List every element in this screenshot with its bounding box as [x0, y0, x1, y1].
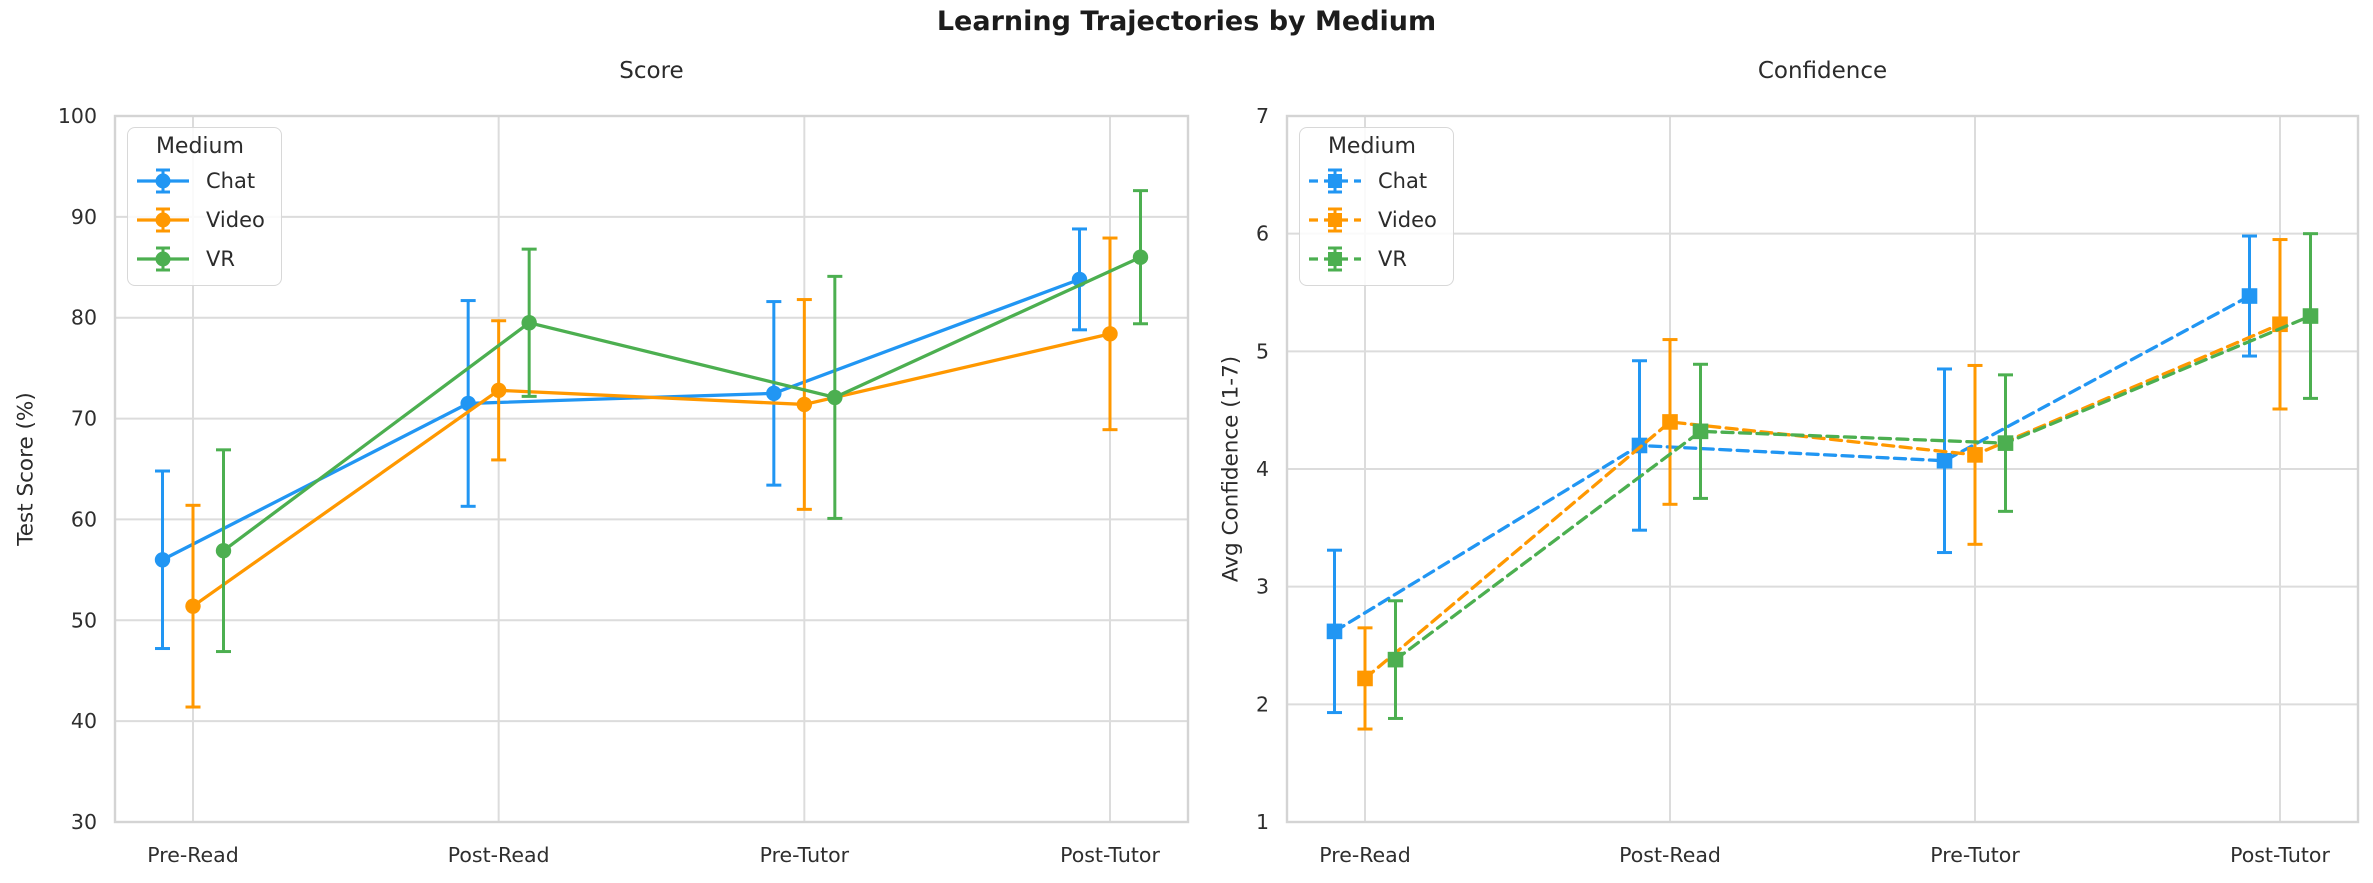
score-subplot-title: Score [619, 58, 684, 84]
xtick-label-post-read: Post-Read [448, 843, 550, 867]
ytick-label-90: 90 [71, 205, 97, 229]
series-line-vr [221, 255, 1143, 553]
xtick-label-post-tutor: Post-Tutor [2230, 843, 2330, 867]
series-line-vr [1393, 314, 2313, 662]
legend-marker-video-icon [1309, 207, 1361, 232]
xtick-label-pre-tutor: Pre-Tutor [1930, 843, 2020, 867]
legend-label-vr: VR [206, 246, 235, 271]
marker-video-post-read [490, 382, 507, 399]
marker-video-pre-read [185, 598, 201, 614]
legend-item-video: Video [135, 200, 265, 239]
xtick-label-post-read: Post-Read [1619, 843, 1721, 867]
ytick-label-50: 50 [71, 608, 97, 632]
marker-chat-pre-read [1326, 623, 1343, 640]
legend-label-video: Video [206, 207, 265, 232]
legend-label-vr: VR [1378, 246, 1407, 271]
legend-marker-chat-icon [1309, 168, 1361, 193]
plot-border [1285, 114, 2360, 824]
marker-vr-post-tutor [1132, 249, 1149, 265]
legend-item-vr: VR [135, 239, 265, 278]
confidence-y-axis-label: Avg Confidence (1-7) [1218, 355, 1244, 583]
marker-vr-post-read [521, 315, 537, 331]
ytick-label-40: 40 [71, 709, 97, 733]
score-subplot: 30 40 50 60 70 80 90 100 Pre-Read Post-Read Pre-Tu… [13, 58, 1190, 867]
ytick-label-80: 80 [71, 306, 97, 330]
marker-chat-pre-tutor [766, 385, 782, 402]
ytick-label-1: 1 [1256, 810, 1269, 834]
ytick-label-2: 2 [1256, 692, 1269, 716]
legend-item-vr: VR [1307, 239, 1437, 278]
legend-title: Medium [1327, 134, 1416, 159]
series-video [1357, 238, 2288, 731]
series-vr [215, 189, 1149, 654]
xtick-label-pre-read: Pre-Read [1319, 843, 1411, 867]
series-line-video [191, 332, 1112, 608]
ytick-label-3: 3 [1256, 575, 1269, 599]
marker-chat-pre-tutor [1936, 452, 1953, 469]
series-line-chat [160, 277, 1082, 562]
ytick-label-100: 100 [58, 104, 97, 128]
legend-marker-chat-icon [137, 168, 189, 193]
marker-video-post-read [1662, 414, 1678, 430]
legend-label-video: Video [1378, 207, 1437, 232]
confidence-plot-svg: 1 2 3 4 5 6 7 Pre-Read Post-Read Pre-Tutor Post-Tu… [1256, 104, 2360, 867]
confidence-subplot-title: Confidence [1757, 58, 1888, 84]
series-line-chat [1332, 294, 2252, 634]
marker-video-pre-tutor [796, 396, 813, 413]
marker-vr-pre-read [1387, 651, 1404, 668]
xtick-label-pre-tutor: Pre-Tutor [760, 843, 850, 867]
ytick-label-70: 70 [71, 407, 97, 431]
score-legend: Medium Chat Video VR [127, 127, 282, 286]
marker-chat-pre-read [154, 552, 171, 568]
ytick-label-7: 7 [1256, 104, 1269, 128]
ytick-label-30: 30 [71, 810, 97, 834]
legend-title: Medium [155, 134, 244, 159]
marker-video-pre-tutor [1967, 447, 1983, 463]
figure-title: Learning Trajectories by Medium [936, 6, 1437, 37]
marker-chat-post-tutor [2241, 288, 2258, 304]
legend-marker-vr-icon [137, 246, 189, 271]
marker-vr-pre-tutor [827, 389, 843, 406]
marker-video-post-tutor [1102, 326, 1118, 342]
ytick-label-60: 60 [71, 507, 97, 531]
confidence-subplot: 1 2 3 4 5 6 7 Pre-Read Post-Read Pre-Tutor Post-Tu… [1187, 0, 2373, 883]
series-chat [154, 227, 1088, 651]
series-vr [1387, 232, 2319, 720]
ytick-label-4: 4 [1256, 457, 1269, 481]
xtick-label-post-tutor: Post-Tutor [1060, 843, 1160, 867]
series-video [185, 236, 1118, 709]
legend-marker-video-icon [137, 207, 189, 232]
marker-vr-pre-read [215, 542, 232, 559]
confidence-legend: Medium Chat Video VR [1299, 127, 1454, 286]
series-chat [1326, 234, 2258, 715]
legend-item-video: Video [1307, 200, 1437, 239]
marker-video-pre-read [1357, 670, 1373, 687]
legend-marker-vr-icon [1309, 246, 1361, 271]
xtick-label-pre-read: Pre-Read [147, 843, 239, 867]
marker-vr-post-read [1692, 423, 1709, 440]
marker-vr-post-tutor [2302, 308, 2319, 324]
legend-item-chat: Chat [135, 161, 265, 200]
legend-label-chat: Chat [1378, 168, 1428, 193]
marker-vr-pre-tutor [1997, 435, 2014, 451]
plot-border [113, 114, 1190, 824]
series-line-video [1363, 322, 2282, 681]
legend-item-chat: Chat [1307, 161, 1437, 200]
score-y-axis-label: Test Score (%) [13, 392, 39, 546]
legend-label-chat: Chat [206, 168, 256, 193]
ytick-label-5: 5 [1256, 339, 1269, 363]
ytick-label-6: 6 [1256, 222, 1269, 246]
